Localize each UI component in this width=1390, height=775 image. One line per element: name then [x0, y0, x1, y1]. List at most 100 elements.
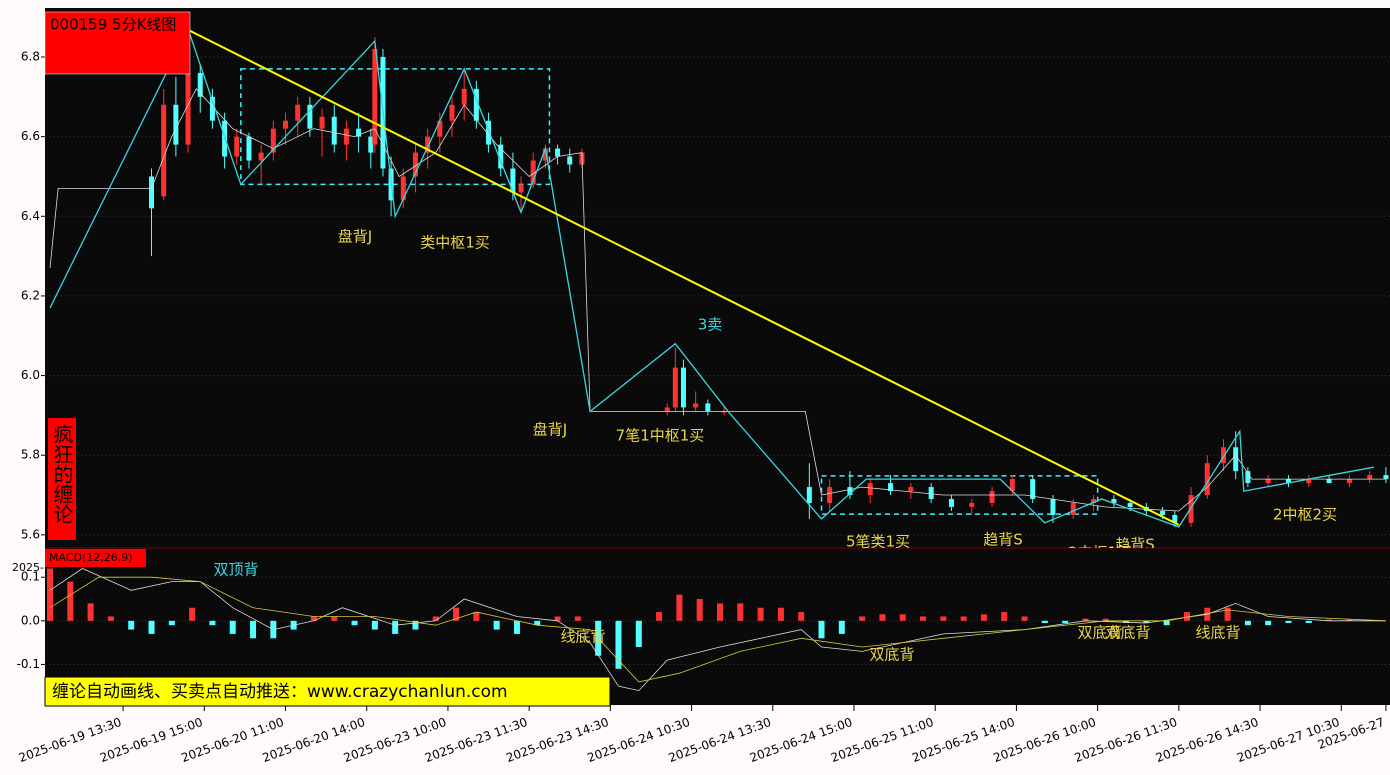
candle-body — [258, 152, 264, 161]
candle-body — [161, 104, 167, 197]
macd-bar — [493, 620, 500, 630]
y-tick-label: 6.8 — [21, 49, 40, 63]
candle-body — [1367, 475, 1373, 480]
macd-bar — [128, 620, 135, 630]
candle-body — [1030, 479, 1036, 500]
candle-body — [555, 148, 561, 157]
candle-body — [806, 487, 812, 504]
macd-bar — [107, 616, 114, 621]
macd-bar — [899, 614, 906, 621]
y-tick-label: 5.8 — [21, 448, 40, 462]
annotation: 线底背 — [1195, 624, 1240, 642]
macd-bar — [1265, 620, 1272, 626]
candle-body — [246, 136, 252, 161]
y-tick-label: 6.2 — [21, 288, 40, 302]
macd-bar — [534, 620, 541, 626]
line-series — [49, 568, 1386, 692]
candle-body — [473, 88, 479, 121]
candle-body — [270, 128, 276, 153]
candle-body — [542, 148, 548, 161]
candle-body — [518, 184, 524, 193]
macd-bar — [453, 607, 460, 621]
candle-body — [1383, 475, 1389, 480]
annotation: 双底背 — [869, 646, 914, 664]
macd-bar — [250, 620, 257, 639]
pivot-box — [820, 475, 1099, 515]
macd-bar — [717, 603, 723, 621]
candle-body — [1221, 447, 1227, 464]
candle-body — [307, 104, 313, 129]
macd-bar — [1346, 619, 1353, 621]
y-tick-label: 6.4 — [21, 209, 40, 223]
candle-body — [1070, 503, 1076, 515]
candle-body — [197, 72, 203, 97]
candle-body — [693, 403, 699, 408]
candle-body — [1285, 479, 1291, 484]
candle-body — [498, 144, 504, 169]
macd-bar — [209, 620, 216, 626]
candle-body — [1346, 479, 1352, 484]
candle-body — [1160, 510, 1166, 515]
candle-body — [867, 483, 873, 496]
macd-bar — [960, 616, 967, 621]
candle-body — [510, 168, 516, 193]
annotation: 双底背 — [1105, 624, 1150, 642]
clipped-date: 2025- — [12, 561, 44, 574]
macd-bar — [676, 594, 683, 621]
pivot-box — [240, 68, 551, 186]
candle-body — [1091, 499, 1097, 504]
macd-label-box — [45, 549, 146, 567]
macd-bar — [554, 616, 561, 621]
macd-bar — [473, 612, 480, 621]
line-series — [49, 88, 1386, 512]
macd-bar — [879, 614, 886, 621]
macd-bar — [310, 616, 317, 621]
candle-body — [989, 491, 995, 504]
candle-body — [425, 136, 431, 153]
candle-body — [173, 104, 179, 145]
macd-bar — [1102, 618, 1109, 621]
annotation: 趋背S — [1115, 536, 1155, 554]
candle-body — [412, 152, 418, 177]
macd-bar — [1143, 620, 1150, 624]
macd-bar — [838, 620, 845, 634]
annotation: 线底背 — [560, 628, 605, 646]
y-tick-label: 6.0 — [21, 368, 40, 382]
candle-body — [1009, 479, 1015, 492]
annotation: 7笔1中枢1买 — [616, 427, 705, 445]
candle-body — [356, 128, 362, 137]
side-label-box — [48, 418, 76, 540]
macd-bar — [1305, 620, 1312, 624]
candle-body — [283, 120, 289, 129]
macd-bar — [1021, 616, 1028, 621]
title-box — [44, 11, 191, 75]
candle-body — [1127, 503, 1133, 507]
annotation: 盘背J — [533, 421, 567, 439]
annotation: 类中枢1买 — [420, 234, 490, 252]
annotation: 趋背S — [983, 531, 1023, 549]
candle-body — [185, 72, 191, 145]
side-label: 疯狂的缠论 — [50, 424, 74, 524]
candle-body — [437, 120, 443, 137]
price-panel: 盘背J类中枢1买3卖盘背J7笔1中枢1买5笔类1买趋背S2中枢1买趋背S2中枢1… — [45, 27, 1390, 565]
candle-body — [969, 503, 975, 507]
macd-bar — [798, 612, 805, 621]
annotation: 2中枢1买P — [1203, 547, 1276, 565]
macd-bar — [696, 599, 703, 621]
macd-bar — [392, 620, 399, 634]
candle-body — [705, 403, 711, 412]
candle-body — [1188, 495, 1194, 523]
candle-body — [1306, 479, 1312, 484]
candle-body — [1233, 447, 1239, 472]
line-series — [49, 576, 1386, 683]
candle-body — [680, 367, 686, 408]
candle-body — [1265, 479, 1271, 484]
macd-bar — [229, 620, 236, 634]
candle-body — [343, 128, 349, 145]
candle-body — [1111, 499, 1117, 504]
macd-bar — [574, 616, 581, 621]
candle-body — [721, 411, 727, 413]
macd-bar — [1183, 612, 1190, 621]
